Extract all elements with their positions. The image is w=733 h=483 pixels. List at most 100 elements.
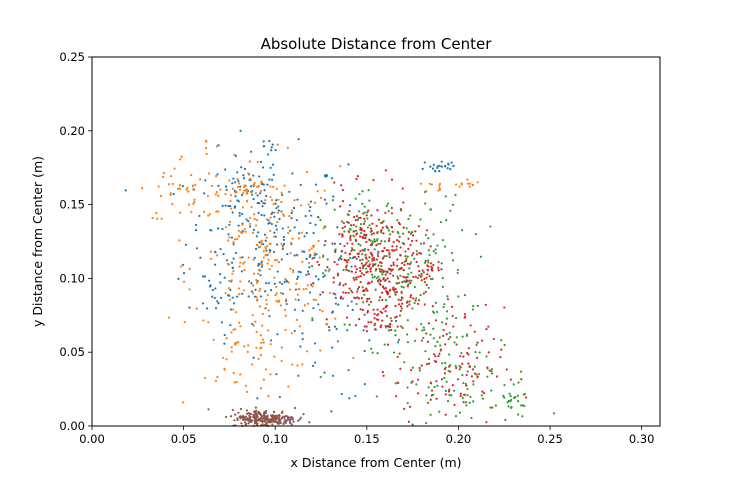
scatter-point	[398, 352, 401, 355]
scatter-point	[419, 218, 422, 221]
scatter-point	[355, 225, 358, 228]
scatter-point	[415, 253, 419, 256]
scatter-point	[275, 207, 278, 210]
scatter-point	[443, 377, 446, 380]
scatter-point	[253, 419, 256, 422]
scatter-point	[259, 274, 262, 277]
scatter-point	[309, 200, 313, 203]
scatter-point	[332, 276, 335, 279]
scatter-point	[370, 321, 373, 324]
scatter-point	[354, 197, 357, 200]
scatter-point	[308, 249, 311, 252]
scatter-point	[401, 187, 404, 190]
scatter-point	[265, 421, 268, 424]
scatter-point	[217, 227, 220, 230]
scatter-point	[194, 229, 198, 232]
scatter-point	[359, 244, 362, 247]
scatter-point	[259, 295, 263, 298]
scatter-point	[225, 259, 229, 262]
scatter-point	[385, 204, 388, 207]
scatter-point	[195, 247, 199, 250]
series-1	[141, 139, 479, 404]
scatter-point	[432, 163, 435, 166]
scatter-point	[371, 351, 374, 354]
scatter-point	[244, 384, 247, 387]
scatter-point	[273, 282, 276, 285]
scatter-point	[271, 143, 274, 146]
scatter-point	[405, 301, 409, 304]
scatter-point	[219, 188, 222, 191]
scatter-point	[295, 282, 298, 285]
scatter-point	[360, 297, 363, 300]
scatter-point	[470, 416, 473, 420]
scatter-point	[230, 346, 233, 349]
scatter-point	[318, 256, 321, 259]
scatter-point	[274, 149, 277, 152]
scatter-point	[412, 297, 415, 300]
scatter-point	[297, 270, 300, 273]
scatter-point	[478, 372, 481, 376]
scatter-point	[155, 212, 158, 215]
scatter-point	[363, 233, 366, 236]
scatter-point	[267, 282, 270, 285]
scatter-point	[413, 339, 417, 343]
scatter-point	[362, 265, 365, 268]
scatter-point	[425, 276, 428, 279]
scatter-point	[242, 177, 246, 180]
scatter-point	[314, 361, 317, 364]
scatter-point	[354, 394, 357, 398]
scatter-point	[319, 293, 322, 296]
scatter-point	[427, 249, 430, 252]
scatter-point	[503, 396, 506, 399]
scatter-point	[371, 259, 374, 262]
scatter-point	[280, 210, 283, 213]
scatter-point	[362, 301, 365, 304]
scatter-point	[361, 249, 364, 252]
scatter-point	[429, 165, 432, 168]
scatter-point	[432, 337, 435, 340]
scatter-point	[357, 242, 360, 246]
scatter-point	[388, 295, 391, 298]
scatter-point	[332, 195, 335, 198]
scatter-point	[411, 423, 414, 426]
scatter-point	[376, 231, 379, 234]
scatter-point	[327, 270, 330, 273]
scatter-point	[275, 292, 278, 295]
scatter-point	[256, 219, 259, 222]
scatter-point	[407, 217, 410, 221]
scatter-point	[253, 218, 256, 221]
scatter-point	[297, 237, 301, 240]
scatter-point	[462, 355, 465, 358]
scatter-point	[411, 366, 414, 369]
scatter-point	[348, 397, 351, 400]
scatter-point	[427, 386, 430, 389]
scatter-point	[169, 192, 172, 195]
scatter-point	[290, 416, 293, 419]
scatter-point	[371, 222, 374, 225]
scatter-point	[459, 392, 462, 395]
scatter-point	[416, 302, 420, 306]
scatter-point	[460, 182, 463, 185]
scatter-point	[376, 314, 379, 317]
scatter-point	[419, 293, 422, 297]
scatter-point	[269, 229, 272, 232]
scatter-point	[229, 288, 232, 292]
scatter-point	[481, 397, 485, 400]
scatter-point	[458, 411, 462, 414]
scatter-point	[343, 225, 346, 228]
scatter-point	[244, 188, 247, 191]
scatter-point	[295, 318, 299, 321]
scatter-point	[248, 418, 251, 422]
scatter-point	[392, 287, 395, 291]
scatter-point	[386, 290, 389, 294]
scatter-point	[242, 174, 245, 177]
scatter-point	[306, 270, 310, 273]
scatter-point	[468, 401, 471, 404]
scatter-point	[490, 389, 493, 392]
scatter-point	[357, 252, 360, 255]
scatter-point	[251, 322, 254, 326]
scatter-point	[345, 316, 349, 319]
scatter-point	[172, 193, 175, 196]
scatter-point	[338, 233, 341, 236]
